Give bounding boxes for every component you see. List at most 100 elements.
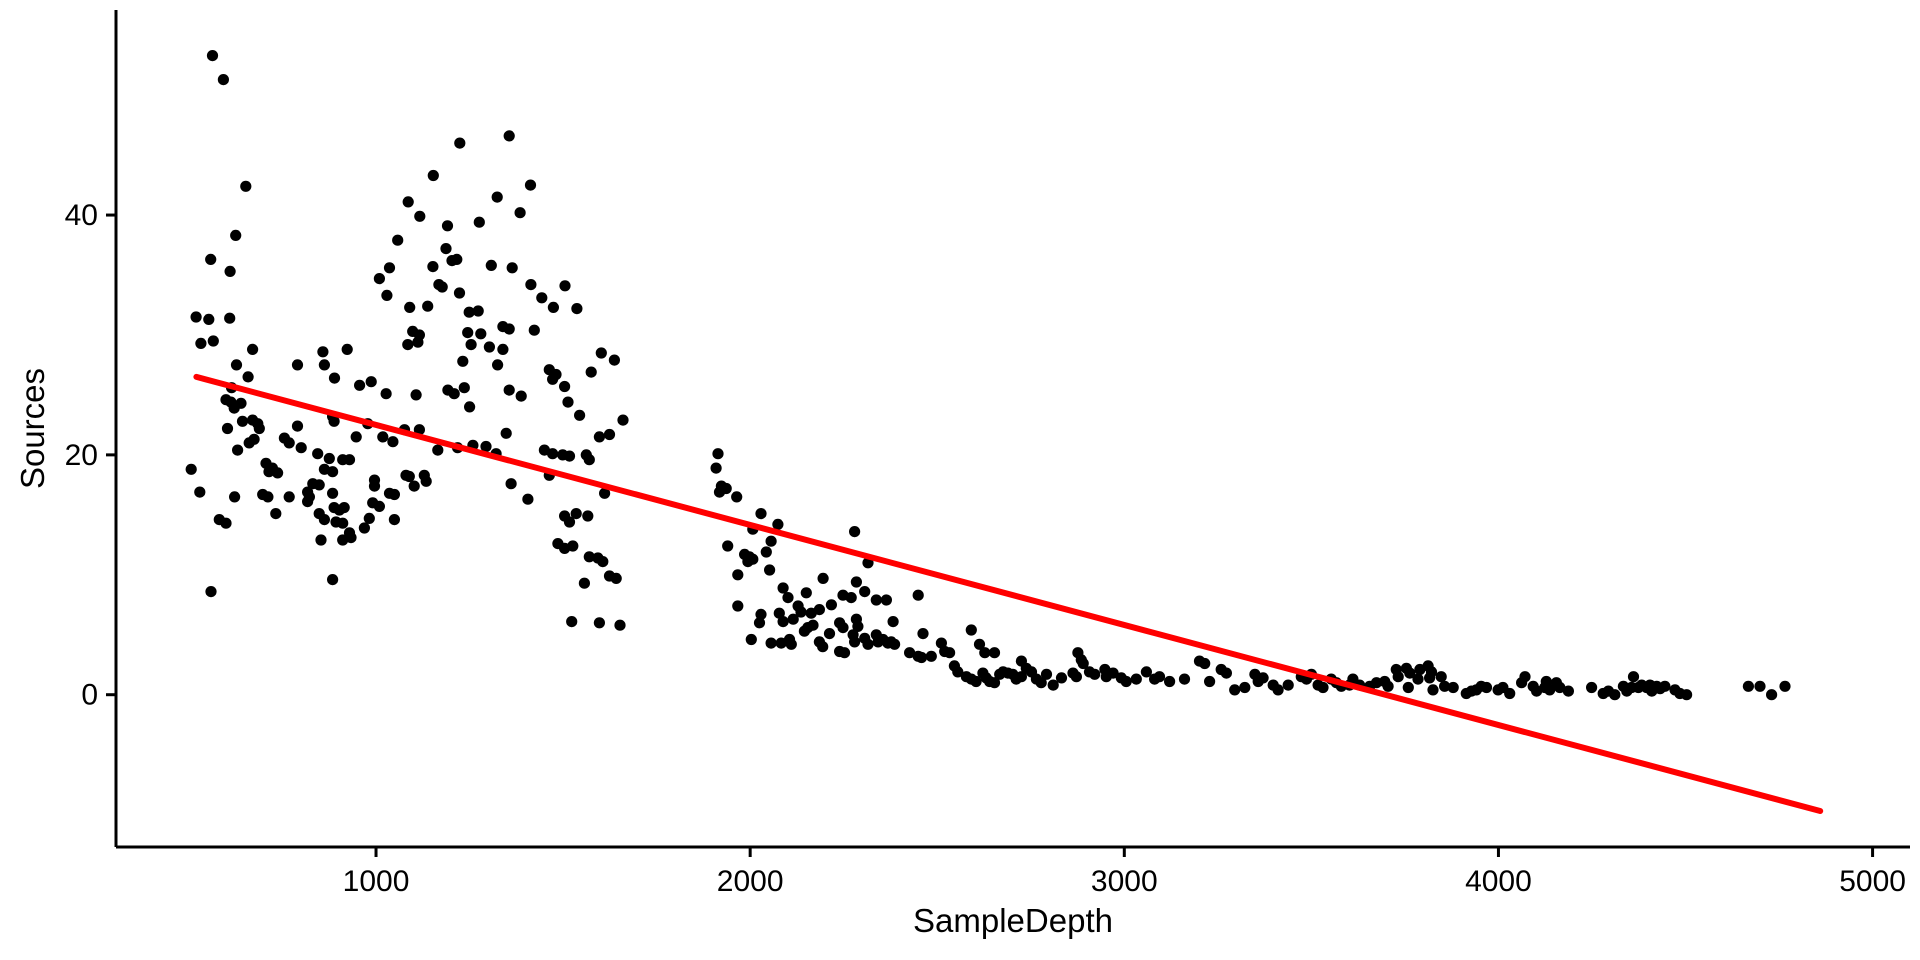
data-point: [1040, 668, 1053, 680]
data-point: [1282, 679, 1294, 691]
data-point: [862, 638, 874, 650]
data-point: [337, 517, 349, 529]
data-point: [207, 335, 219, 347]
data-point: [817, 641, 829, 653]
data-point: [859, 586, 871, 598]
data-point: [845, 592, 857, 604]
data-point: [500, 427, 512, 439]
data-point: [383, 487, 396, 499]
data-point: [295, 442, 307, 454]
data-point: [185, 463, 197, 475]
data-point: [205, 253, 217, 265]
data-point: [1766, 689, 1778, 701]
data-point: [263, 466, 275, 478]
data-point: [1075, 654, 1087, 666]
data-point: [1199, 657, 1211, 670]
data-point: [965, 624, 977, 636]
data-point: [317, 346, 329, 358]
data-point: [772, 518, 784, 531]
x-tick-label: 3000: [1091, 865, 1158, 898]
data-point: [465, 339, 477, 351]
data-point: [404, 301, 416, 313]
data-point: [453, 287, 466, 299]
data-point: [1659, 680, 1671, 692]
data-point: [753, 617, 766, 629]
data-point: [480, 440, 492, 453]
data-point: [562, 396, 574, 408]
data-point: [503, 384, 515, 396]
data-point: [1404, 667, 1416, 679]
data-point: [870, 594, 882, 606]
data-point: [1130, 673, 1142, 685]
data-point: [514, 207, 526, 219]
data-point: [547, 448, 559, 460]
data-point: [283, 491, 295, 503]
data-point: [392, 234, 404, 246]
data-point: [302, 496, 314, 508]
data-point: [485, 259, 497, 271]
data-point: [414, 210, 426, 222]
data-point: [408, 480, 420, 492]
data-point: [912, 589, 924, 601]
data-point: [492, 359, 504, 371]
data-point: [764, 564, 776, 576]
data-point: [365, 376, 377, 388]
data-point: [1317, 681, 1329, 694]
data-point: [838, 647, 851, 659]
data-point: [318, 514, 330, 526]
data-point: [800, 587, 812, 599]
data-point: [318, 359, 330, 371]
data-point: [593, 617, 606, 629]
data-point: [917, 628, 929, 640]
data-point: [1742, 680, 1754, 692]
data-point: [850, 576, 863, 588]
data-point: [773, 607, 785, 619]
data-point: [904, 647, 916, 659]
data-point: [464, 401, 476, 413]
data-point: [195, 337, 207, 349]
data-point: [230, 359, 243, 371]
data-point: [368, 480, 381, 492]
data-point: [782, 592, 794, 604]
data-point: [224, 312, 236, 324]
data-point: [582, 510, 594, 522]
data-point: [230, 229, 242, 241]
data-point: [327, 487, 339, 499]
data-point: [583, 551, 595, 563]
data-point: [1447, 681, 1459, 694]
data-point: [777, 616, 789, 628]
data-point: [205, 586, 217, 598]
data-point: [597, 556, 609, 568]
data-point: [608, 354, 621, 366]
data-point: [1204, 675, 1216, 688]
data-point: [410, 389, 422, 401]
x-axis-title: SampleDepth: [913, 902, 1113, 939]
data-point: [1435, 671, 1447, 683]
data-point: [988, 677, 1001, 689]
data-point: [323, 452, 335, 465]
data-point: [713, 486, 726, 498]
data-point: [567, 540, 579, 552]
data-point: [1239, 681, 1251, 694]
data-point: [458, 382, 470, 394]
data-point: [358, 522, 370, 534]
data-point: [887, 616, 899, 628]
y-tick-labels: 0 20 40: [65, 199, 98, 712]
data-point: [777, 582, 789, 594]
data-point: [599, 487, 611, 499]
data-point: [807, 619, 819, 631]
data-point: [880, 594, 893, 606]
data-point: [387, 436, 399, 448]
data-point: [420, 475, 432, 487]
data-point: [483, 341, 495, 353]
data-point: [403, 470, 415, 483]
data-point: [217, 74, 229, 86]
data-point: [232, 444, 244, 456]
data-point: [563, 516, 576, 528]
data-point: [506, 262, 518, 274]
data-point: [457, 355, 469, 367]
data-point: [473, 216, 485, 228]
data-point: [785, 638, 797, 650]
data-point: [220, 517, 232, 529]
data-point: [837, 622, 849, 634]
